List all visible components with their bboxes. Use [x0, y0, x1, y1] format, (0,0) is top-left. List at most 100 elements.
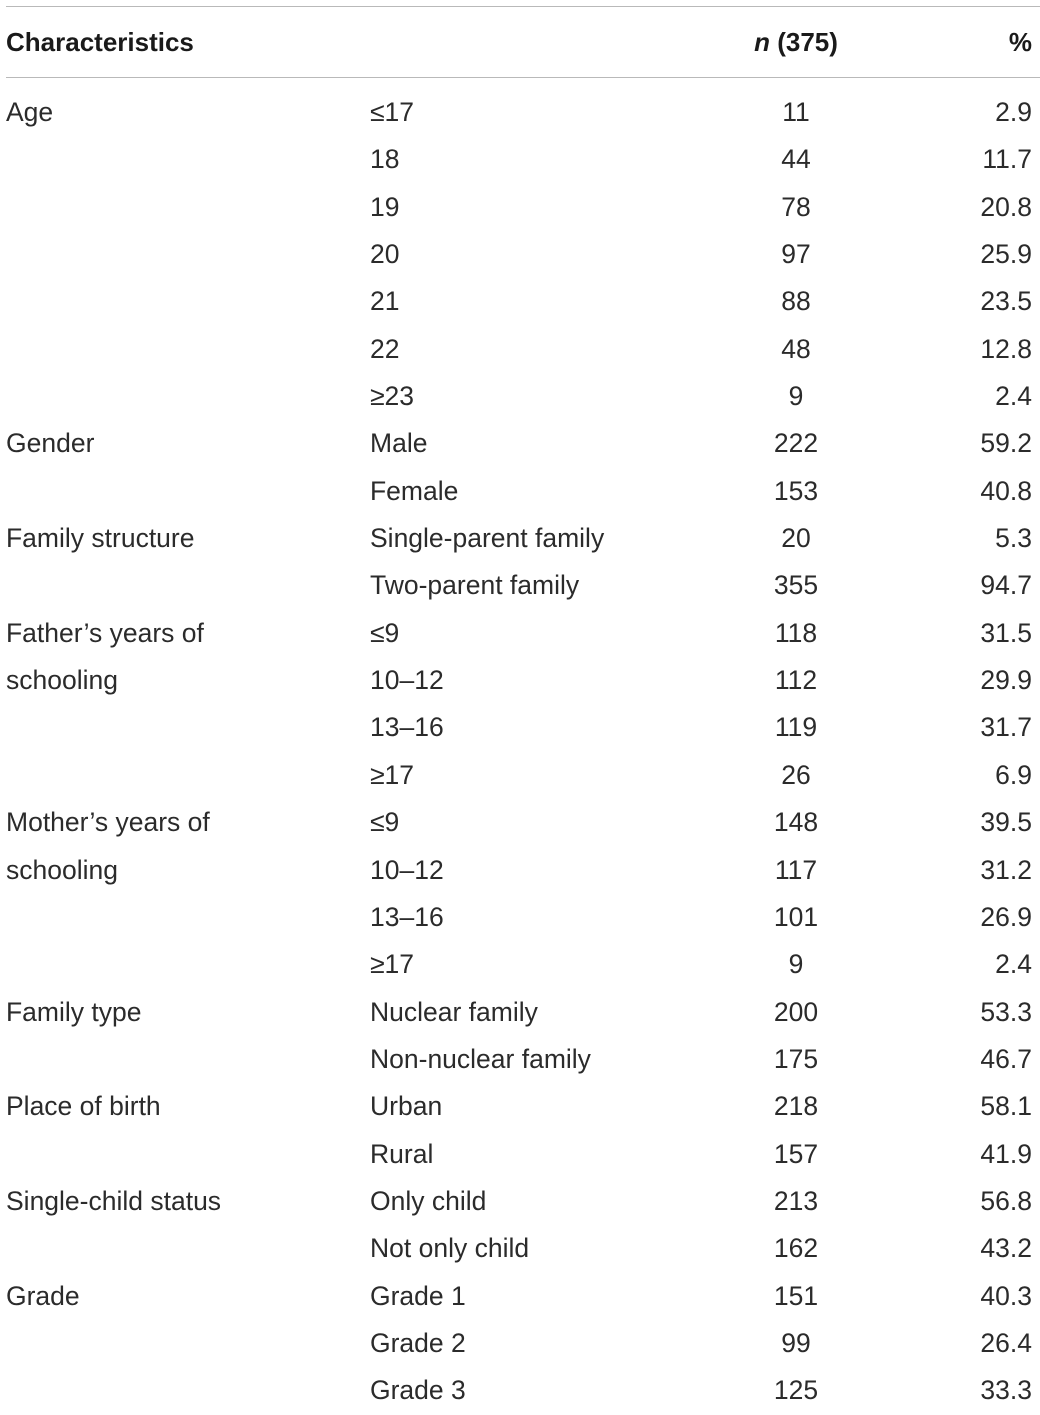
row-percent-value: 2.4: [995, 381, 1032, 412]
row-percent-value: 23.5: [980, 286, 1032, 317]
row-characteristic: schooling: [6, 854, 118, 885]
row-n-value: 48: [781, 333, 811, 364]
row-percent-value: 43.2: [980, 1233, 1032, 1264]
row-n-value: 148: [773, 807, 819, 838]
row-percent-value: 33.3: [980, 1375, 1032, 1406]
row-category: 22: [370, 333, 400, 364]
row-category: ≥17: [370, 949, 415, 980]
row-category: 19: [370, 191, 400, 222]
row-category: 13–16: [370, 901, 444, 932]
table-row: Father’s years of ≤9 118 31.5: [6, 610, 1040, 657]
row-n-value: 213: [773, 1185, 819, 1216]
row-n-value: 101: [773, 901, 819, 932]
table-row: Single-child status Only child 213 56.8: [6, 1178, 1040, 1225]
row-category: 18: [370, 144, 400, 175]
row-characteristic: Family structure: [6, 523, 195, 554]
table-row: Two-parent family 355 94.7: [6, 562, 1040, 609]
row-n-value: 125: [773, 1375, 819, 1406]
table-row: Age ≤17 11 2.9: [6, 89, 1040, 136]
row-n-value: 11: [782, 97, 810, 127]
row-n-value: 118: [774, 617, 818, 648]
row-percent-value: 31.7: [980, 712, 1032, 743]
table-row: Grade 3 125 33.3: [6, 1367, 1040, 1414]
table-row: Family structure Single-parent family 20 5.…: [6, 515, 1040, 562]
row-category: 10–12: [370, 665, 444, 696]
row-percent-value: 58.1: [980, 1091, 1032, 1122]
row-percent-value: 41.9: [980, 1138, 1032, 1169]
row-category: Grade 2: [370, 1327, 466, 1358]
table-row: Non-nuclear family 175 46.7: [6, 1036, 1040, 1083]
table-row: 20 97 25.9: [6, 231, 1040, 278]
row-characteristic: Father’s years of: [6, 617, 204, 648]
row-n-value: 97: [781, 239, 811, 270]
row-category: ≥23: [370, 381, 415, 412]
row-n-value: 88: [781, 286, 811, 317]
header-n-italic: n: [754, 27, 770, 57]
row-category: Two-parent family: [370, 570, 580, 601]
characteristics-table: Characteristics n (375) % Age ≤17 11 2.9 18 4…: [6, 6, 1040, 1415]
row-percent-value: 56.8: [980, 1185, 1032, 1216]
table-row: Grade Grade 1 151 40.3: [6, 1273, 1040, 1320]
row-percent-value: 94.7: [980, 570, 1032, 601]
row-percent-value: 29.9: [980, 665, 1032, 696]
row-characteristic: Age: [6, 97, 54, 127]
row-percent-value: 31.2: [980, 854, 1032, 885]
row-percent-value: 5.3: [995, 523, 1032, 554]
row-category: ≤9: [370, 617, 400, 648]
row-n-value: 44: [781, 144, 811, 175]
row-category: Non-nuclear family: [370, 1043, 591, 1074]
row-n-value: 218: [773, 1091, 819, 1122]
header-rule: [6, 77, 1040, 78]
row-percent-value: 25.9: [980, 239, 1032, 270]
row-percent-value: 53.3: [980, 996, 1032, 1027]
row-characteristic: Single-child status: [6, 1185, 222, 1216]
table-row: Mother’s years of ≤9 148 39.5: [6, 799, 1040, 846]
row-n-value: 26: [781, 759, 811, 790]
row-category: Urban: [370, 1091, 443, 1122]
row-n-value: 200: [773, 996, 819, 1027]
table-row: Family type Nuclear family 200 53.3: [6, 989, 1040, 1036]
row-category: Nuclear family: [370, 996, 538, 1027]
table-row: Female 153 40.8: [6, 468, 1040, 515]
table-row: Not only child 162 43.2: [6, 1225, 1040, 1272]
row-category: Grade 1: [370, 1280, 466, 1311]
row-category: Rural: [370, 1138, 434, 1169]
row-characteristic: Mother’s years of: [6, 807, 210, 838]
row-n-value: 151: [773, 1280, 819, 1311]
row-percent-value: 2.4: [995, 949, 1032, 980]
row-category: Not only child: [370, 1233, 530, 1264]
table-row: Place of birth Urban 218 58.1: [6, 1083, 1040, 1130]
row-n-value: 9: [788, 381, 804, 412]
row-category: Single-parent family: [370, 523, 605, 554]
row-percent-value: 26.9: [980, 901, 1032, 932]
row-category: 20: [370, 239, 400, 270]
header-n: n (375): [696, 7, 896, 77]
row-category: Only child: [370, 1185, 487, 1216]
row-category: 21: [370, 286, 400, 317]
row-n-value: 112: [774, 665, 818, 696]
table-row: Grade 2 99 26.4: [6, 1320, 1040, 1367]
table-row: schooling 10–12 112 29.9: [6, 657, 1040, 704]
row-percent-value: 20.8: [980, 191, 1032, 222]
row-characteristic: Family type: [6, 996, 142, 1027]
row-characteristic: Grade: [6, 1280, 80, 1311]
row-n-value: 117: [774, 854, 818, 885]
row-percent-value: 26.4: [980, 1327, 1032, 1358]
row-category: ≤9: [370, 807, 400, 838]
row-percent-value: 40.8: [980, 475, 1032, 506]
row-percent-value: 40.3: [980, 1280, 1032, 1311]
row-n-value: 78: [781, 191, 811, 222]
row-characteristic: schooling: [6, 665, 118, 696]
row-percent-value: 12.8: [980, 333, 1032, 364]
row-n-value: 175: [773, 1043, 819, 1074]
row-category: Grade 3: [370, 1375, 466, 1406]
row-category: 13–16: [370, 712, 444, 743]
row-percent-value: 39.5: [980, 807, 1032, 838]
row-category: ≥17: [370, 759, 415, 790]
table-row: 13–16 101 26.9: [6, 894, 1040, 941]
row-n-value: 99: [781, 1327, 811, 1358]
table-row: 19 78 20.8: [6, 184, 1040, 231]
header-characteristics: Characteristics: [6, 27, 194, 57]
table-row: schooling 10–12 117 31.2: [6, 847, 1040, 894]
row-n-value: 153: [773, 475, 819, 506]
